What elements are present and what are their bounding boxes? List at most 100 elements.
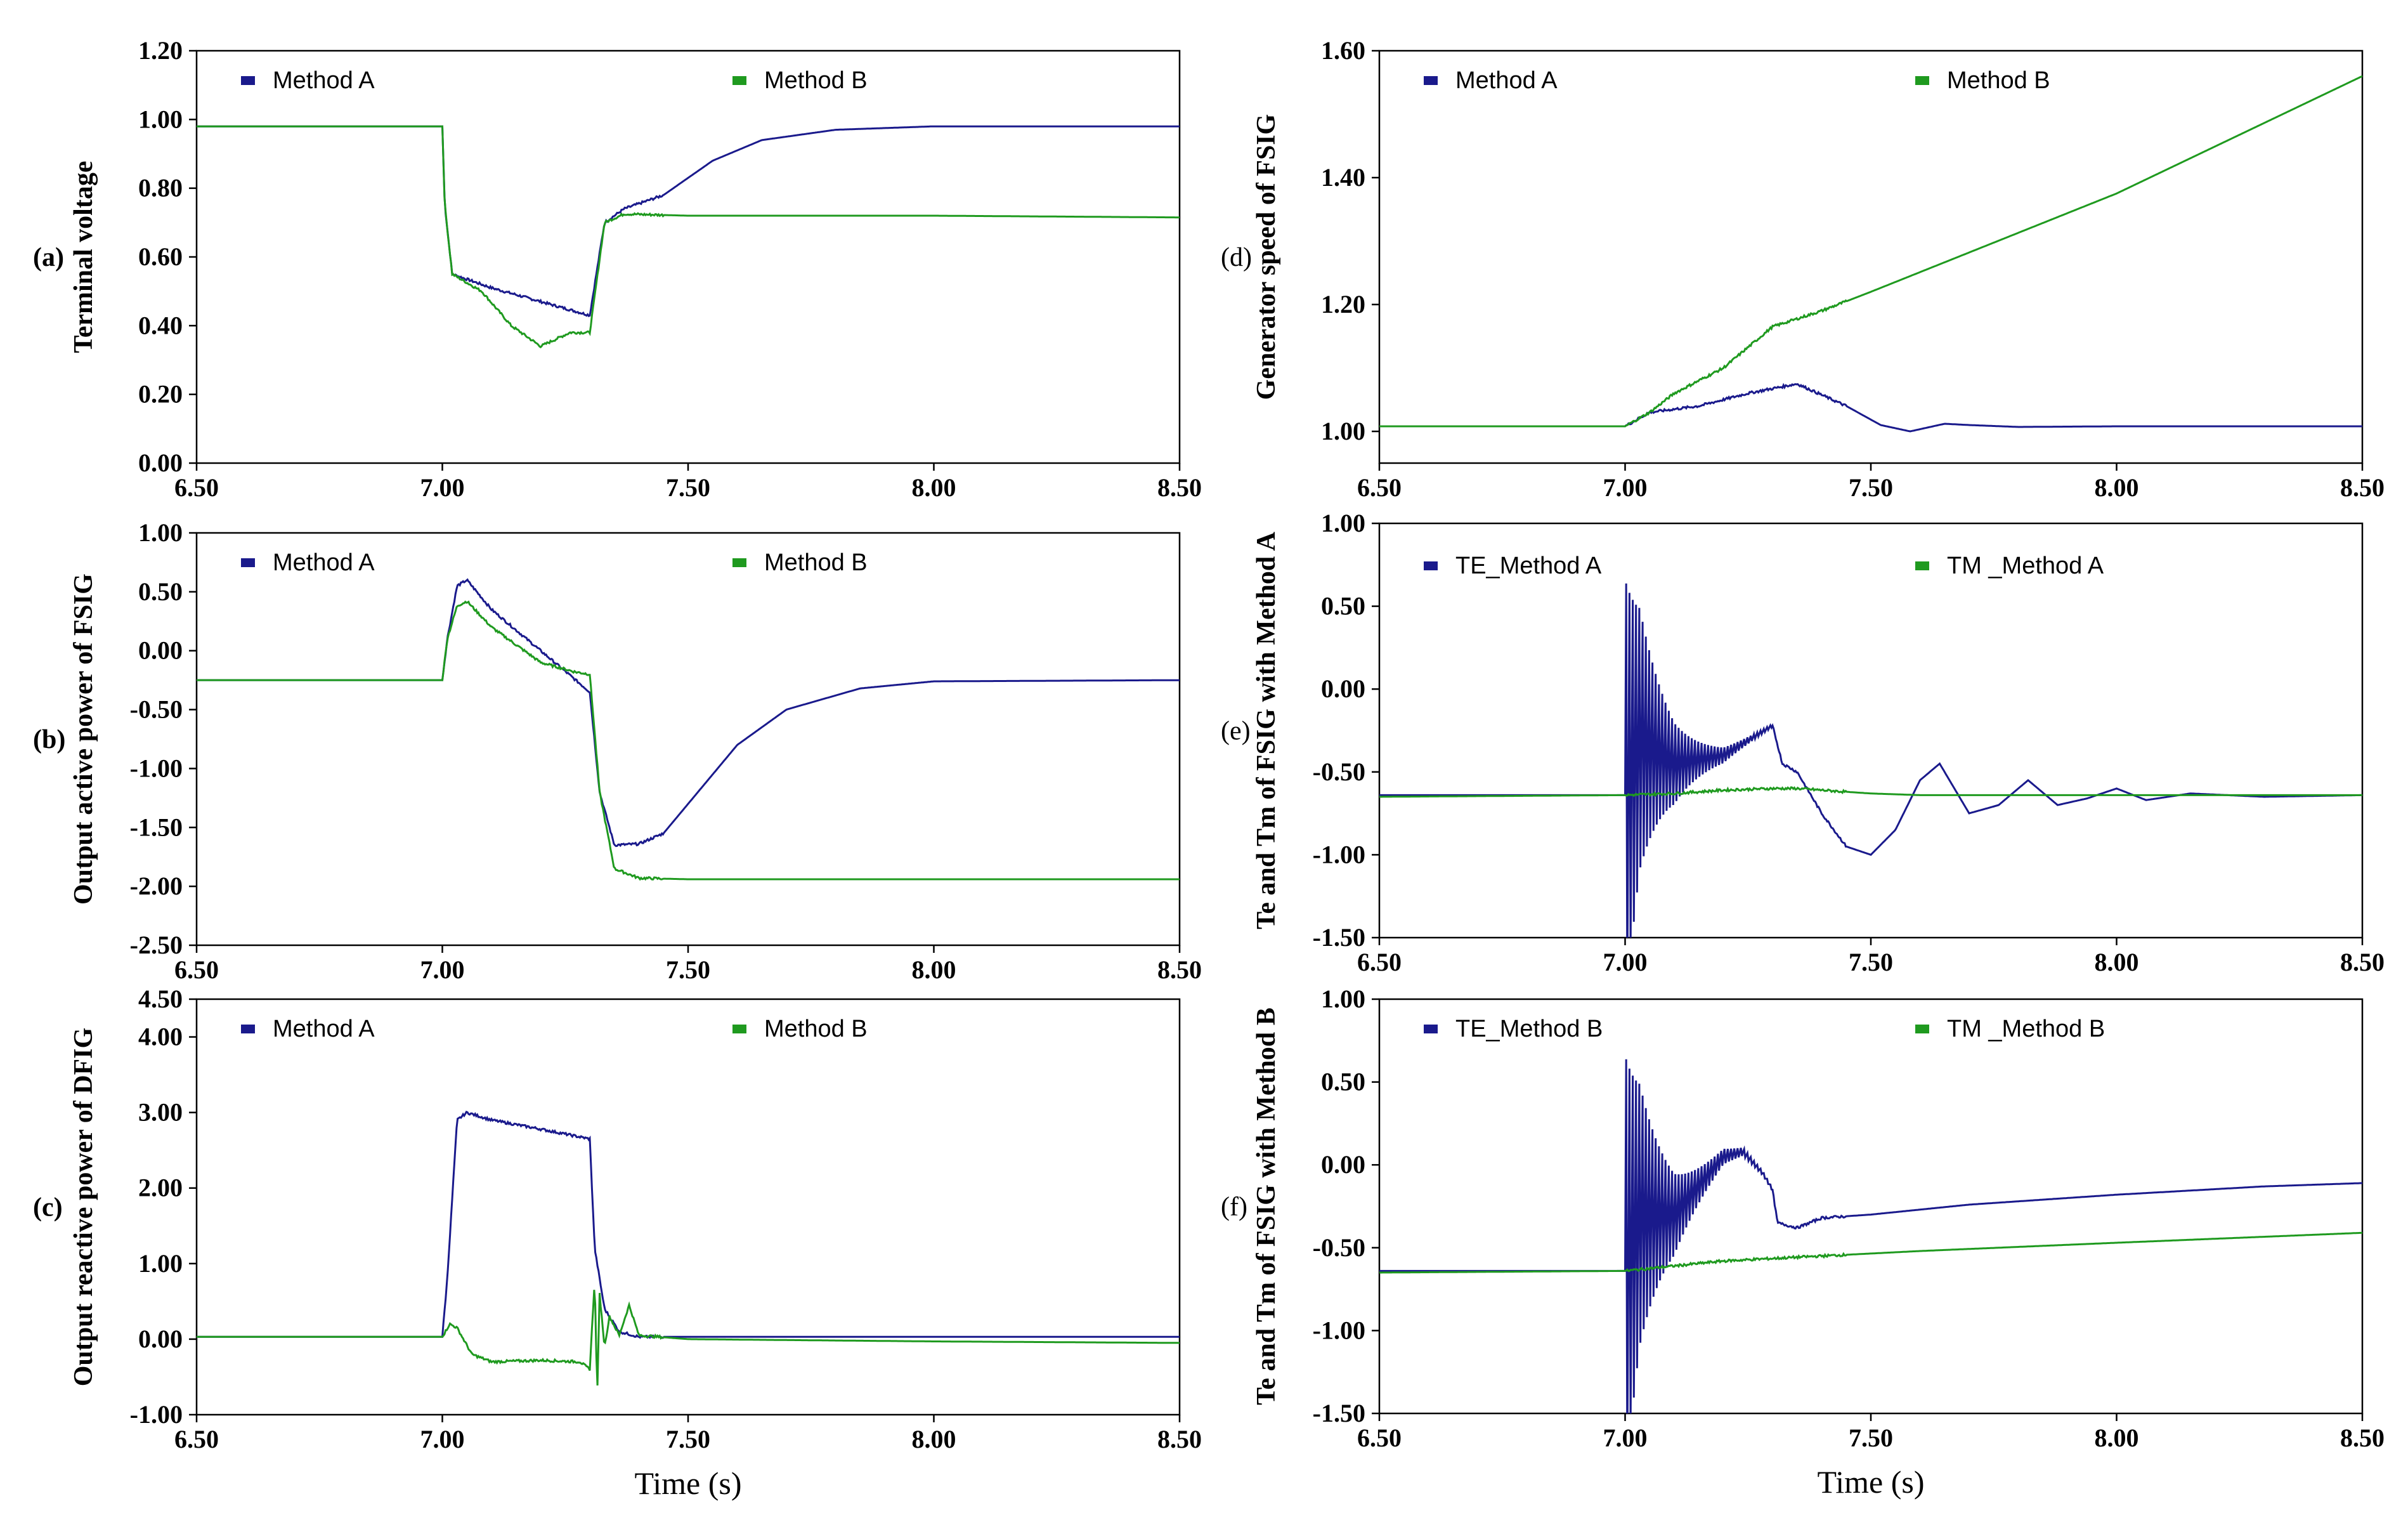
y-tick-label: 0.50 [138,577,183,606]
series-line-tm-method-b [1379,1231,2362,1274]
chart-panel-d: 1.00 1.20 1.40 1.60 6.50 7.00 7.50 8.00 8.50 Gene… [1221,36,2385,502]
x-tick-label: 7.50 [1849,1424,1893,1452]
y-tick-label: -1.00 [130,1400,183,1429]
series-line-method-b [197,600,1180,881]
y-tick-label: 3.00 [138,1098,183,1127]
x-tick-label: 7.00 [420,473,465,502]
x-tick-label: 7.50 [1849,948,1893,976]
y-tick-label: 4.50 [138,985,183,1013]
x-tick-label: 7.00 [1603,473,1648,502]
legend-swatch [1915,76,1929,85]
legend-swatch [1915,1025,1929,1033]
y-tick-label: -1.50 [1313,923,1365,952]
chart-panel-a: 0.00 0.20 0.40 0.60 0.80 1.00 1.20 6.50 7.00 7.50… [33,36,1202,502]
legend-label: TE_Method B [1455,1016,1603,1042]
y-tick-label: 0.00 [138,449,183,477]
legend-swatch [1424,561,1438,570]
chart-panel-b: -2.50 -2.00 -1.50 -1.00 -0.50 0.00 0.50 1.00 6.5… [33,518,1202,984]
x-axis-title: Time (s) [634,1465,741,1501]
y-tick-label: 1.00 [1321,509,1365,537]
x-tick-label: 6.50 [1357,948,1402,976]
y-tick-label: 2.00 [138,1174,183,1202]
y-tick-label: 1.20 [1321,290,1365,318]
x-tick-label: 8.50 [2340,473,2385,502]
y-tick-label: 1.00 [1321,417,1365,445]
y-tick-label: 1.60 [1321,36,1365,65]
y-axis-label: Terminal voltage [69,161,98,353]
chart-panel-f: -1.50 -1.00 -0.50 0.00 0.50 1.00 6.50 7.00 7.50 8… [1221,985,2385,1500]
series-line-method-a [197,578,1180,848]
x-tick-label: 8.00 [912,473,956,502]
y-tick-label: -1.50 [130,813,183,841]
y-tick-label: 1.00 [138,1249,183,1278]
y-axis-label: Output reactive power of DFIG [69,1028,98,1386]
x-tick-label: 8.00 [2095,948,2139,976]
series-line-te-method-a [1379,583,2362,938]
series-line-method-a [197,125,1180,318]
y-tick-label: 1.40 [1321,163,1365,192]
x-tick-label: 7.50 [666,1425,710,1453]
y-tick-label: 4.00 [138,1023,183,1051]
y-tick-label: 0.60 [138,242,183,271]
x-tick-label: 8.00 [2095,1424,2139,1452]
y-tick-label: -2.00 [130,872,183,900]
x-tick-label: 8.50 [1157,473,1202,502]
x-tick-label: 7.00 [420,1425,465,1453]
x-tick-label: 8.00 [912,1425,956,1453]
y-tick-label: 1.00 [1321,985,1365,1013]
series-line-method-b [197,1290,1180,1386]
y-axis-label: Generator speed of FSIG [1252,114,1281,400]
y-tick-label: 1.20 [138,36,183,65]
x-axis-title: Time (s) [1817,1464,1924,1500]
x-tick-label: 8.00 [912,955,956,984]
y-tick-label: 0.40 [138,311,183,339]
chart-panel-e: -1.50 -1.00 -0.50 0.00 0.50 1.00 6.50 7.00 7.50 8… [1221,509,2385,976]
series-line-method-a [1379,383,2362,433]
y-tick-label: -2.50 [130,931,183,959]
x-tick-label: 6.50 [1357,1424,1402,1452]
series-line-te-method-b [1379,1059,2362,1413]
series-line-tm-method-a [1379,786,2362,798]
y-tick-label: 0.50 [1321,1068,1365,1096]
x-tick-label: 8.00 [2095,473,2139,502]
y-tick-label: -0.50 [1313,757,1365,786]
plot-frame [1378,522,2364,939]
legend-label: Method A [1455,67,1558,94]
y-tick-label: 0.00 [1321,1150,1365,1179]
legend-label: TM _Method B [1947,1016,2105,1042]
legend-label: Method B [764,1016,868,1042]
y-tick-label: 0.20 [138,380,183,409]
x-tick-label: 7.00 [1603,1424,1648,1452]
y-axis-label: Te and Tm of FSIG with Method A [1252,532,1281,929]
y-tick-label: 0.50 [1321,592,1365,620]
x-tick-label: 7.00 [1603,948,1648,976]
y-tick-label: -0.50 [1313,1233,1365,1262]
y-tick-label: -1.00 [130,754,183,782]
plot-frame [195,532,1181,947]
y-tick-label: 0.80 [138,174,183,202]
legend-label: Method B [764,67,868,94]
legend-swatch [732,76,746,85]
legend-label: TE_Method A [1455,553,1602,579]
legend-swatch [241,76,255,85]
plot-frame [195,49,1181,464]
y-tick-label: 1.00 [138,518,183,547]
legend-label: Method A [273,549,375,576]
y-tick-label: -0.50 [130,695,183,724]
x-tick-label: 6.50 [174,955,219,984]
x-tick-label: 6.50 [174,473,219,502]
y-tick-label: 0.00 [138,636,183,665]
x-tick-label: 7.50 [1849,473,1893,502]
x-tick-label: 8.50 [2340,1424,2385,1452]
chart-panel-c: -1.00 0.00 1.00 2.00 3.00 4.00 4.50 6.50 7.00 7.5… [33,985,1202,1501]
y-tick-label: -1.00 [1313,1316,1365,1344]
legend-swatch [732,1025,746,1033]
legend-swatch [241,558,255,567]
panel-letter: (a) [33,243,64,272]
legend-label: Method B [1947,67,2050,94]
x-tick-label: 6.50 [174,1425,219,1453]
legend-swatch [732,558,746,567]
plot-frame [195,998,1181,1416]
x-tick-label: 7.50 [666,955,710,984]
legend-swatch [241,1025,255,1033]
